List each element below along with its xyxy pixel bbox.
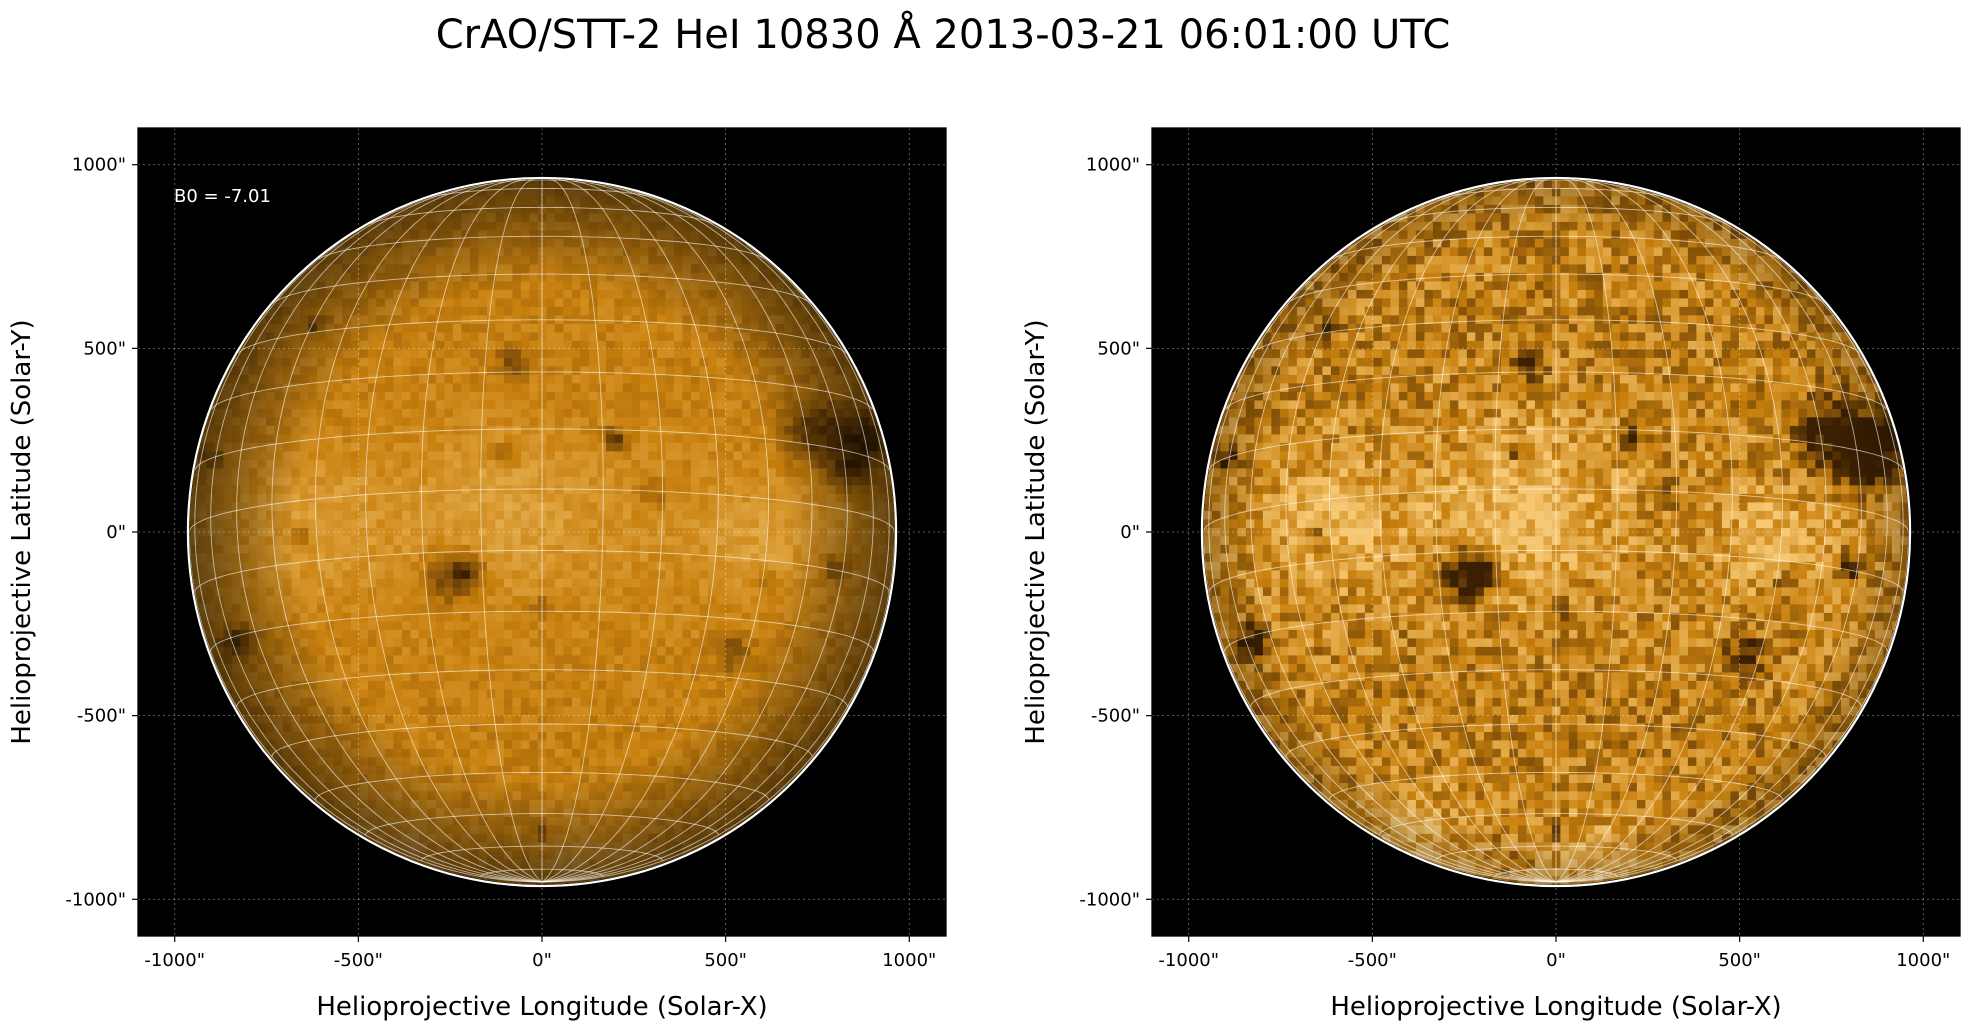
x-tick-label: 0" — [532, 950, 552, 971]
x-tick-label: -500" — [334, 950, 383, 971]
y-tick-label: -500" — [77, 706, 126, 727]
y-tick-label: -1000" — [65, 889, 126, 910]
solar-limb — [186, 176, 898, 888]
y-axis-label: Helioprojective Latitude (Solar-Y) — [1021, 319, 1051, 744]
y-tick-label: -500" — [1091, 706, 1140, 727]
x-tick-label: 1000" — [882, 950, 936, 971]
y-tick-label: -1000" — [1079, 889, 1140, 910]
y-tick-label: 0" — [106, 522, 126, 543]
solar-limb — [1200, 176, 1912, 888]
x-tick-label: -1000" — [1158, 950, 1219, 971]
y-tick-label: 1000" — [1086, 155, 1140, 176]
heliographic-grid — [189, 179, 895, 883]
x-tick-label: -500" — [1348, 950, 1397, 971]
y-tick-label: 0" — [1120, 522, 1140, 543]
heliographic-grid — [1203, 179, 1909, 883]
right-sun-panel: -1000" -500" 0" 500" 1000" -1000" -500" 0" 500" 1… — [1021, 127, 1961, 1022]
x-axis-label: Helioprojective Longitude (Solar-X) — [1330, 992, 1781, 1022]
x-tick-label: 500" — [1718, 950, 1761, 971]
y-tick-label: 500" — [1097, 338, 1140, 359]
y-tick-label: 1000" — [72, 155, 126, 176]
x-tick-label: 0" — [1546, 950, 1566, 971]
x-tick-label: -1000" — [144, 950, 205, 971]
figure-title: CrAO/STT-2 HeI 10830 Å 2013-03-21 06:01:… — [435, 12, 1451, 58]
y-axis-label: Helioprojective Latitude (Solar-Y) — [7, 319, 37, 744]
left-sun-panel: -1000" -500" 0" 500" 1000" -1000" -500" 0" 500" 1… — [7, 127, 947, 1022]
x-axis-label: Helioprojective Longitude (Solar-X) — [316, 992, 767, 1022]
x-tick-label: 500" — [704, 950, 747, 971]
x-tick-label: 1000" — [1896, 950, 1950, 971]
y-tick-label: 500" — [83, 338, 126, 359]
b0-annotation: B0 = -7.01 — [174, 186, 271, 207]
